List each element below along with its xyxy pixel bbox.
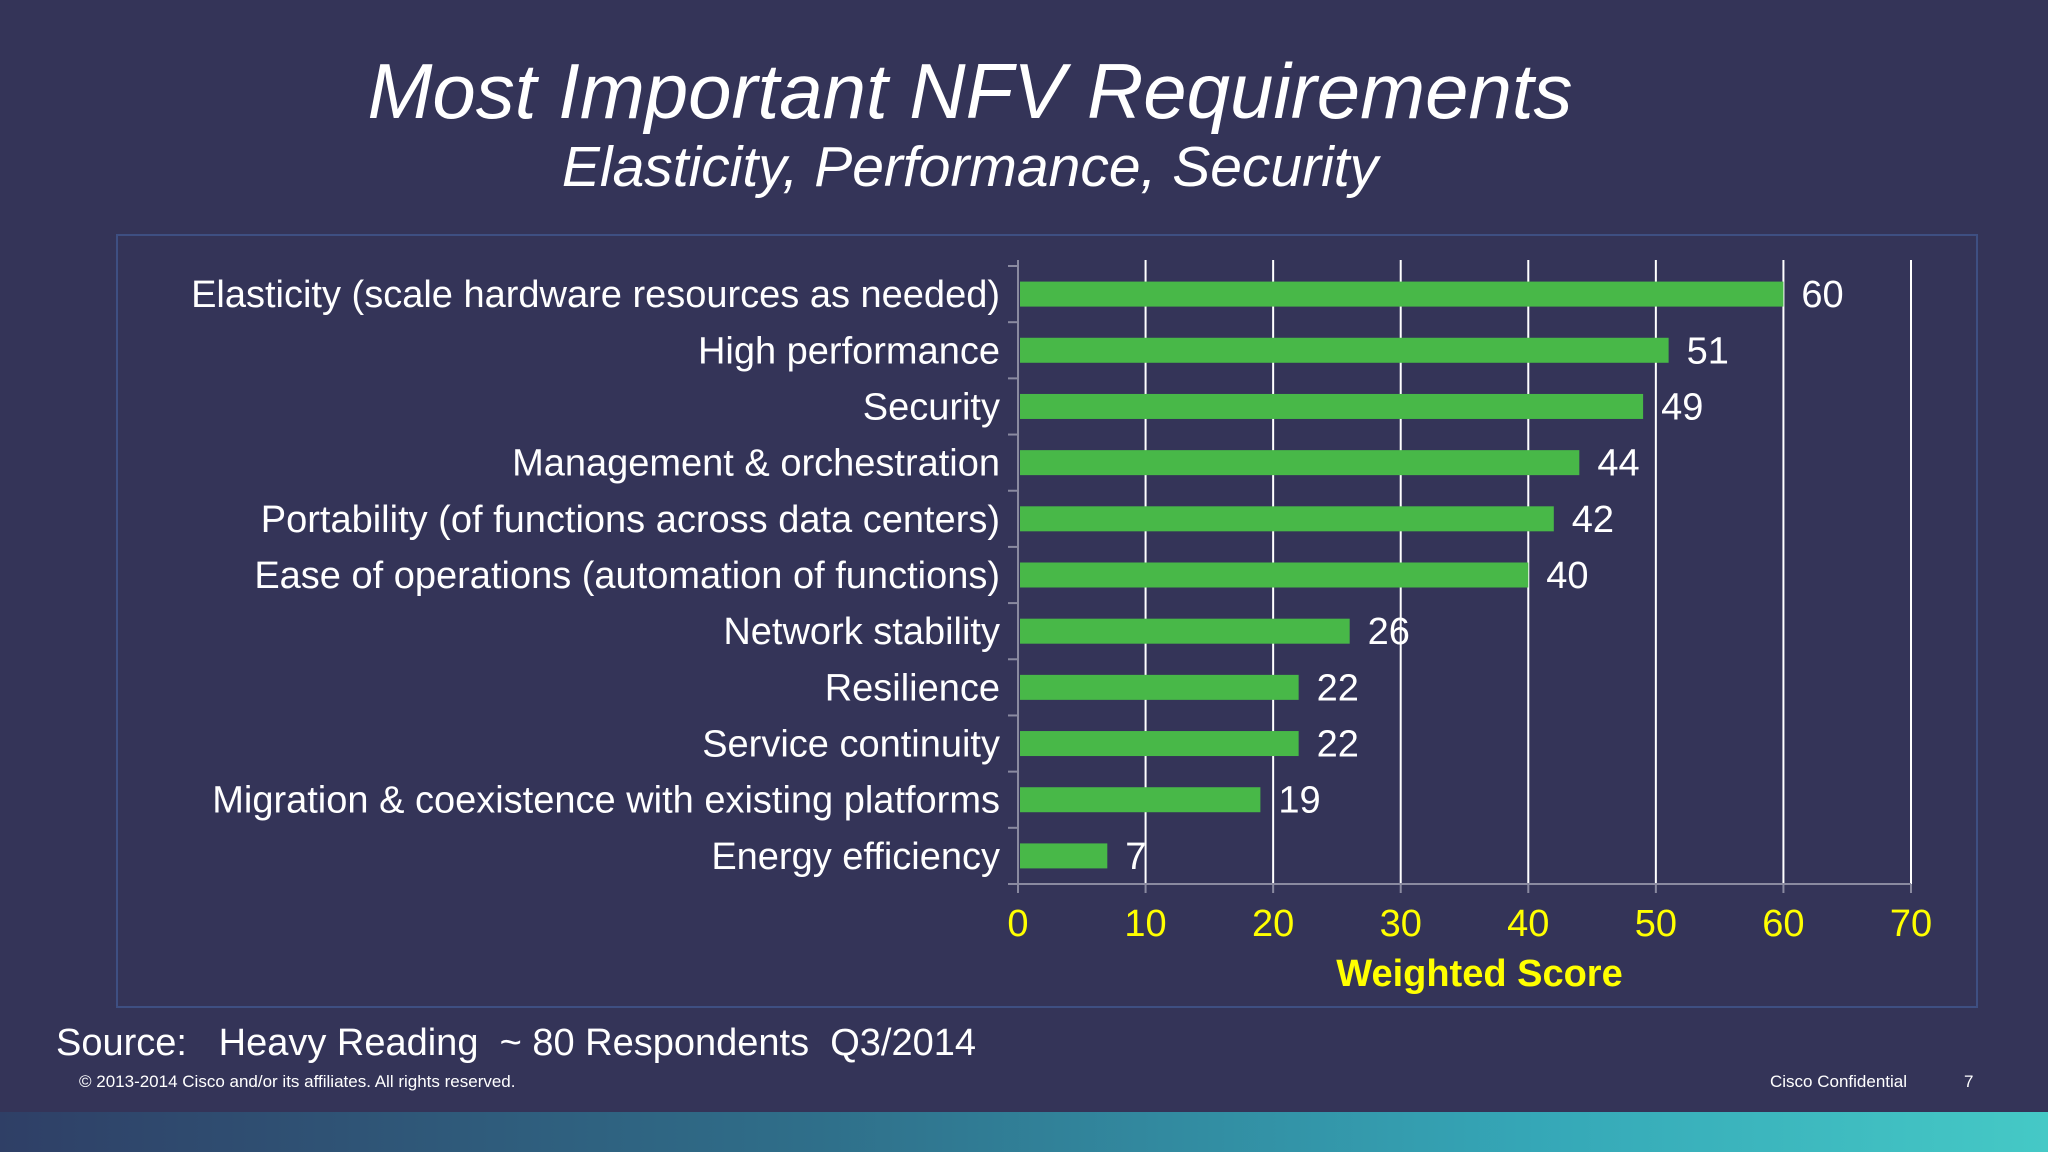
data-label: 7 <box>1125 836 1146 878</box>
category-label: Security <box>863 386 1000 428</box>
data-label: 22 <box>1317 667 1359 709</box>
footer-band <box>0 1112 2048 1152</box>
data-label: 49 <box>1661 386 1703 428</box>
bar <box>1020 674 1299 700</box>
x-tick-label: 40 <box>1507 903 1549 945</box>
data-label: 40 <box>1546 555 1588 597</box>
data-label: 26 <box>1368 611 1410 653</box>
x-tick-label: 60 <box>1762 903 1804 945</box>
x-axis-title: Weighted Score <box>1336 953 1622 995</box>
x-tick-label: 0 <box>1007 903 1028 945</box>
bar <box>1020 506 1554 532</box>
category-label: Energy efficiency <box>711 836 1000 878</box>
confidential-label: Cisco Confidential <box>1770 1072 1908 1091</box>
category-label: High performance <box>698 330 1000 372</box>
bar <box>1020 787 1261 813</box>
category-label: Elasticity (scale hardware resources as … <box>191 274 1000 316</box>
chart-frame: 0 10 20 30 40 50 60 70 Weighted Score Elasticity … <box>116 234 1978 1008</box>
data-label: 51 <box>1687 330 1729 372</box>
slide-subtitle: Elasticity, Performance, Security <box>561 135 1379 199</box>
category-label: Management & orchestration <box>512 443 1000 485</box>
category-label: Migration & coexistence with existing pl… <box>212 780 1000 822</box>
bar <box>1020 731 1299 757</box>
bar <box>1020 618 1350 644</box>
slide-title: Most Important NFV Requirements <box>367 47 1573 135</box>
bar-chart: 0 10 20 30 40 50 60 70 Weighted Score Elasticity … <box>191 260 1932 995</box>
data-label: 44 <box>1597 443 1639 485</box>
data-label: 42 <box>1572 499 1614 541</box>
x-tick-label: 70 <box>1890 903 1932 945</box>
category-label: Resilience <box>825 667 1000 709</box>
bar <box>1020 450 1580 476</box>
x-tick-label: 10 <box>1124 903 1166 945</box>
data-label: 19 <box>1278 780 1320 822</box>
data-label: 60 <box>1801 274 1843 316</box>
category-label: Network stability <box>723 611 1000 653</box>
category-label: Ease of operations (automation of functi… <box>254 555 1000 597</box>
page-number: 7 <box>1964 1072 1974 1091</box>
copyright-note: © 2013-2014 Cisco and/or its affiliates.… <box>79 1072 516 1091</box>
bar <box>1020 337 1669 363</box>
category-label: Service continuity <box>702 724 1000 766</box>
category-label: Portability (of functions across data ce… <box>261 499 1000 541</box>
x-tick-label: 30 <box>1380 903 1422 945</box>
data-label: 22 <box>1317 724 1359 766</box>
x-tick-label: 20 <box>1252 903 1294 945</box>
bar <box>1020 843 1108 869</box>
source-note: Source: Heavy Reading ~ 80 Respondents Q… <box>56 1022 976 1064</box>
bar <box>1020 281 1784 307</box>
bar <box>1020 562 1529 588</box>
x-tick-label: 50 <box>1635 903 1677 945</box>
bar <box>1020 393 1644 419</box>
